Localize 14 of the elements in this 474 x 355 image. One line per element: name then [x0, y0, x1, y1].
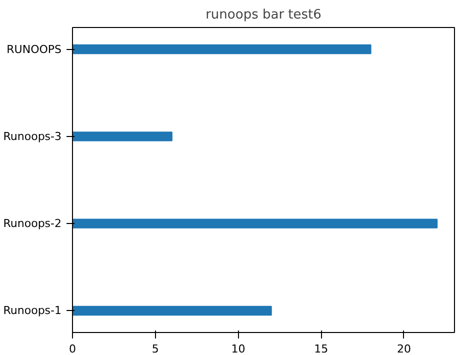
x-tick-label: 5	[152, 342, 159, 355]
x-tick-label: 0	[69, 342, 76, 355]
x-tick-label: 20	[396, 342, 411, 355]
bar	[72, 44, 372, 54]
bar	[72, 306, 272, 316]
chart-title: runoops bar test6	[206, 8, 322, 22]
bar	[72, 218, 438, 228]
y-tick-label: Runoops-2	[3, 217, 62, 230]
y-tick-label: RUNOOPS	[6, 42, 62, 56]
y-tick-label: Runoops-1	[3, 304, 62, 318]
x-tick-label: 15	[314, 342, 328, 355]
x-tick-label: 10	[231, 342, 246, 355]
bar	[72, 132, 172, 142]
y-tick-label: Runoops-3	[3, 130, 62, 143]
